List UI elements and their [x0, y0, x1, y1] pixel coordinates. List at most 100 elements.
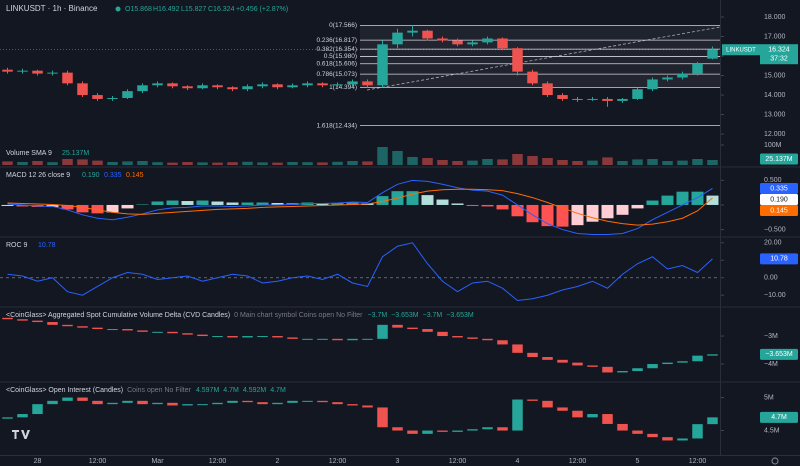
- settings-button[interactable]: [771, 457, 779, 465]
- candle-body: [587, 365, 598, 367]
- volume-bar: [542, 158, 553, 165]
- candle-body: [392, 32, 403, 45]
- candle-body: [197, 85, 208, 89]
- pane-legend-settings: Coins open No Filter: [127, 387, 191, 394]
- macd-histogram-bar: [16, 204, 29, 207]
- y-tick-label: 0.00: [764, 275, 778, 282]
- fib-zone: [360, 40, 720, 50]
- candle-body: [167, 331, 178, 334]
- x-tick-label: 4: [516, 458, 520, 465]
- volume-bar: [377, 147, 388, 165]
- value-box-label: 0.335: [770, 185, 788, 192]
- candle-body: [557, 95, 568, 99]
- pane-legend-value: 10.78: [38, 242, 56, 249]
- candle-body: [182, 404, 193, 406]
- pane-legend-value: 4.7M: [270, 387, 286, 394]
- volume-bar: [197, 162, 208, 165]
- candle-body: [257, 402, 268, 405]
- roc-line: [7, 242, 713, 301]
- candle-body: [332, 338, 343, 341]
- ohlc-close: C16.324: [208, 6, 235, 13]
- candle-body: [242, 86, 253, 90]
- candle-body: [212, 336, 223, 338]
- value-box-label: 10.78: [770, 256, 788, 263]
- x-tick-label: 12:00: [209, 458, 227, 465]
- volume-bar: [332, 161, 343, 165]
- ohlc-high: H16.492: [153, 6, 180, 13]
- candle-body: [92, 95, 103, 99]
- macd-histogram-bar: [571, 204, 584, 226]
- candle-body: [32, 70, 43, 74]
- ohlc-open: O15.868: [125, 6, 152, 13]
- volume-bar: [647, 159, 658, 165]
- macd-histogram-bar: [166, 200, 179, 205]
- volume-bar: [452, 161, 463, 165]
- tradingview-logo[interactable]: [10, 426, 32, 442]
- macd-histogram-bar: [466, 204, 479, 206]
- volume-bar: [617, 161, 628, 165]
- volume-bar: [467, 160, 478, 165]
- candle-body: [17, 70, 28, 72]
- y-tick-label: 12.000: [764, 131, 786, 138]
- volume-bar: [167, 162, 178, 165]
- candle-body: [152, 402, 163, 405]
- ohlc-change: +0.456 (+2.87%): [236, 6, 288, 13]
- fib-zone: [360, 56, 720, 64]
- candle-body: [2, 417, 13, 419]
- macd-histogram-bar: [676, 191, 689, 205]
- candle-body: [407, 327, 418, 330]
- candle-body: [47, 322, 58, 325]
- candle-body: [137, 330, 148, 332]
- candle-body: [452, 40, 463, 45]
- candle-body: [152, 83, 163, 86]
- volume-bar: [572, 161, 583, 165]
- candle-body: [602, 366, 613, 373]
- candle-body: [692, 424, 703, 439]
- fib-label: 0(17.566): [329, 22, 357, 29]
- macd-line: [7, 179, 713, 236]
- candle-body: [2, 317, 13, 320]
- volume-bar: [587, 160, 598, 165]
- fib-zone: [360, 49, 720, 57]
- candle-body: [17, 414, 28, 418]
- candle-body: [242, 336, 253, 338]
- candle-body: [362, 338, 373, 340]
- candle-body: [347, 404, 358, 406]
- candle-body: [692, 355, 703, 362]
- candle-body: [272, 402, 283, 405]
- macd-histogram-bar: [61, 204, 74, 210]
- macd-histogram-bar: [331, 202, 344, 205]
- macd-histogram-bar: [541, 204, 554, 227]
- y-tick-label: −0.500: [764, 226, 786, 233]
- candle-body: [317, 338, 328, 340]
- candle-body: [542, 83, 553, 96]
- pane-legend-value: 0.145: [126, 172, 144, 179]
- signal-line: [7, 188, 713, 226]
- candle-body: [527, 71, 538, 84]
- candle-body: [92, 327, 103, 330]
- y-tick-label: 5M: [764, 394, 774, 401]
- candle-body: [407, 430, 418, 434]
- candle-body: [77, 83, 88, 96]
- pane-legend-title: ROC 9: [6, 242, 28, 249]
- macd-histogram-bar: [346, 202, 359, 205]
- macd-histogram-bar: [511, 204, 524, 217]
- macd-histogram-bar: [586, 204, 599, 222]
- value-box: [760, 411, 798, 423]
- value-box: [760, 153, 798, 165]
- candle-body: [602, 414, 613, 424]
- ohlc-low: L15.827: [181, 6, 206, 13]
- candle-body: [542, 357, 553, 360]
- pane-legend-value: −3.653M: [391, 312, 419, 319]
- volume-bar: [692, 159, 703, 165]
- pane-legend-value: −3.7M: [368, 312, 388, 319]
- settings-icon: [771, 457, 779, 465]
- candle-body: [437, 331, 448, 337]
- pane-legend-value: −3.7M: [423, 312, 443, 319]
- volume-bar: [707, 159, 718, 165]
- y-tick-label: 18.000: [764, 14, 786, 21]
- candle-body: [707, 417, 718, 425]
- volume-bar: [632, 159, 643, 165]
- candle-body: [227, 336, 238, 338]
- candle-body: [632, 368, 643, 372]
